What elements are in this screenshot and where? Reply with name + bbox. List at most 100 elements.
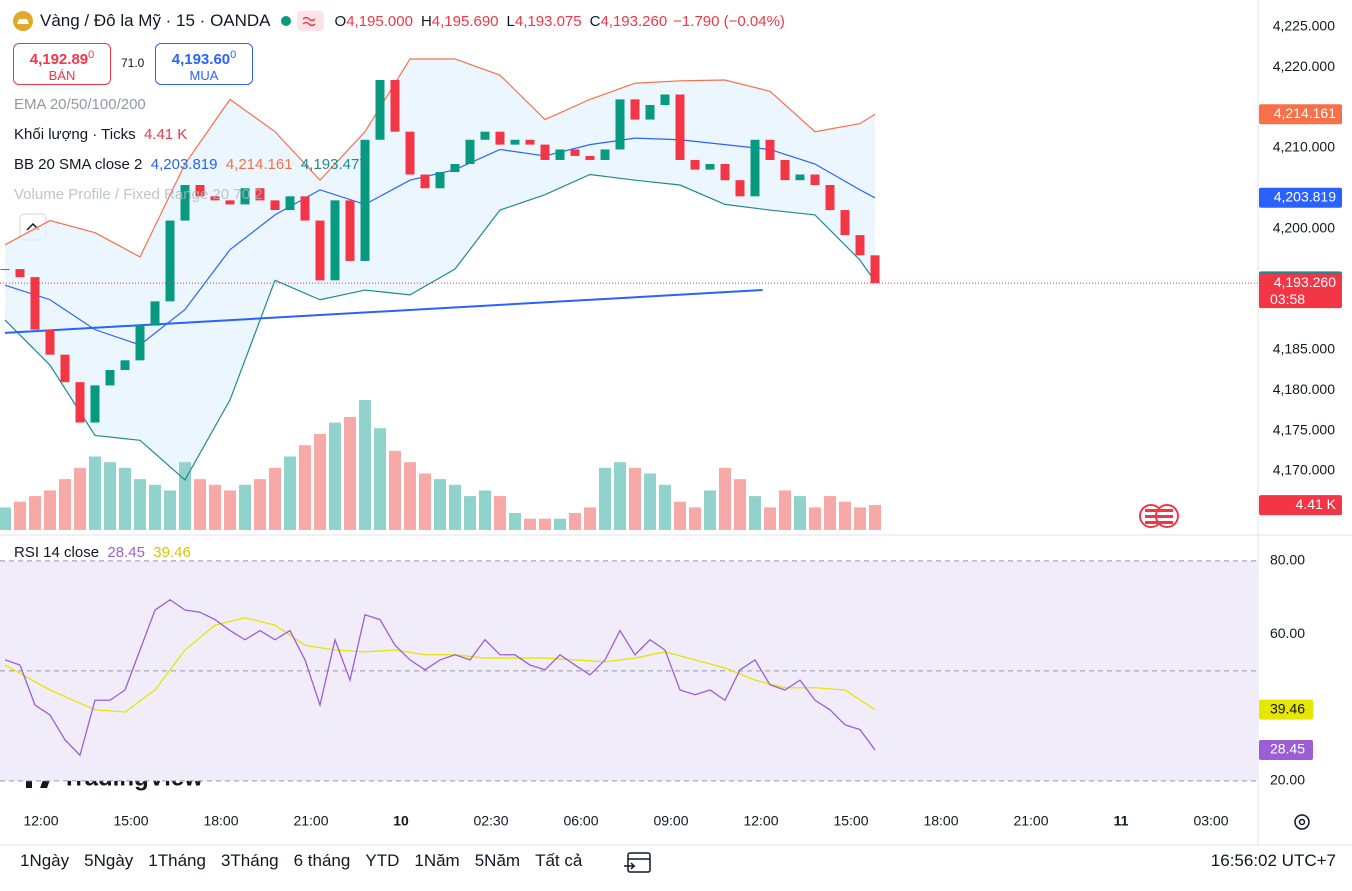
- change: −1.790 (−0.04%): [673, 12, 785, 30]
- bb-legend-title: BB 20 SMA close 2: [14, 156, 143, 173]
- candle: [510, 139, 520, 145]
- volume-bar: [389, 450, 401, 530]
- ohlc-item: O4,195.000: [335, 13, 413, 30]
- candle: [270, 200, 280, 211]
- volume-bar: [284, 456, 296, 530]
- volume-bar: [869, 505, 881, 530]
- volume-bar: [839, 501, 851, 530]
- range-button[interactable]: 1Tháng: [148, 851, 206, 870]
- buy-label: MUA: [189, 68, 219, 83]
- volume-bar: [479, 490, 491, 530]
- bb-lower: 4,193.477: [300, 156, 368, 173]
- candle: [435, 172, 445, 189]
- rsi-tick-label: 60.00: [1270, 625, 1305, 641]
- volume-bar: [239, 484, 251, 530]
- rsi-badge-label: 39.46: [1270, 700, 1305, 716]
- bb-basis: 4,203.819: [150, 156, 218, 173]
- x-tick-label: 09:00: [653, 813, 688, 829]
- candle: [360, 139, 370, 261]
- range-button[interactable]: 6 tháng: [293, 851, 351, 870]
- band-upper: [4, 58, 876, 258]
- candle: [780, 159, 790, 181]
- volume-bar: [749, 496, 761, 530]
- y-tick-label: 4,170.000: [1273, 462, 1335, 478]
- vp-legend: Volume Profile / Fixed Range 20 70 2: [14, 186, 263, 203]
- volume-bar: [119, 467, 131, 530]
- range-button[interactable]: 1Năm: [414, 851, 460, 870]
- candle: [315, 220, 325, 281]
- candle: [420, 174, 430, 189]
- candle: [90, 385, 100, 423]
- status-icons: [280, 11, 324, 31]
- candle: [495, 131, 505, 145]
- range-button[interactable]: Tất cả: [535, 851, 583, 870]
- ohlc-value: 4,195.690: [431, 12, 499, 30]
- rsi-tick-label: 20.00: [1270, 772, 1305, 788]
- volume-legend-value: 4.41 K: [143, 126, 188, 143]
- candle: [30, 277, 40, 330]
- candle: [180, 185, 190, 221]
- sell-price: 4,192.89: [29, 51, 89, 68]
- spread: 71.0: [121, 56, 145, 70]
- volume-bar: [689, 507, 701, 530]
- candle: [405, 131, 415, 175]
- buy-price: 4,193.60: [171, 51, 231, 68]
- rsi-band: [0, 560, 1258, 781]
- range-button[interactable]: 5Năm: [474, 851, 521, 870]
- range-button[interactable]: 5Ngày: [84, 851, 134, 870]
- volume-bar: [149, 484, 161, 530]
- range-button[interactable]: 3Tháng: [220, 851, 279, 870]
- ohlc: O4,195.000 H4,195.690 L4,193.075 C4,193.260: [335, 13, 668, 30]
- settings-icon[interactable]: [1294, 814, 1310, 830]
- volume-bar: [629, 467, 641, 530]
- candle: [705, 164, 715, 170]
- candle: [480, 131, 490, 140]
- candle: [450, 164, 460, 173]
- buy-price-small: 0: [230, 49, 237, 61]
- buy-button[interactable]: 4,193.600 MUA: [155, 43, 253, 85]
- range-button[interactable]: YTD: [365, 851, 400, 870]
- candle: [570, 149, 580, 156]
- candle: [750, 139, 760, 197]
- y-tick-label: 4,225.000: [1273, 17, 1335, 33]
- x-tick-label: 02:30: [473, 813, 508, 829]
- x-tick-label: 12:00: [23, 813, 58, 829]
- calendar-icon[interactable]: [624, 852, 651, 873]
- volume-bar: [434, 479, 446, 530]
- ohlc-item: C4,193.260: [590, 13, 668, 30]
- volume-bar: [734, 479, 746, 530]
- rsi-badge: [1259, 739, 1313, 760]
- volume-bar: [74, 467, 86, 530]
- x-tick-label: 21:00: [293, 813, 328, 829]
- volume-bar: [374, 428, 386, 530]
- rsi-legend: RSI 14 close 28.45 39.46: [14, 544, 191, 561]
- volume-bar: [329, 422, 341, 530]
- ohlc-key: L: [506, 12, 515, 30]
- range-button[interactable]: 1Ngày: [20, 851, 70, 870]
- volume-bar: [134, 479, 146, 530]
- x-tick-label: 03:00: [1193, 813, 1228, 829]
- rsi-ma-legend-value: 39.46: [153, 544, 191, 561]
- candle: [795, 174, 805, 181]
- candle: [645, 105, 655, 120]
- x-tick-label: 18:00: [203, 813, 238, 829]
- price-badge-label: 4,203.819: [1274, 188, 1336, 204]
- sell-label: BÁN: [48, 68, 76, 83]
- sell-button[interactable]: 4,192.890 BÁN: [13, 43, 111, 85]
- volume-bar: [494, 496, 506, 530]
- volume-bar: [359, 400, 371, 530]
- ohlc-value: 4,193.075: [514, 12, 582, 30]
- y-tick-label: 4,210.000: [1273, 139, 1335, 155]
- candle: [345, 200, 355, 261]
- candle: [210, 196, 220, 201]
- volume-bar: [854, 507, 866, 530]
- candle: [540, 144, 550, 160]
- candle: [870, 255, 880, 284]
- x-tick-label: 12:00: [743, 813, 778, 829]
- volume-bar: [584, 507, 596, 530]
- candle: [555, 149, 565, 160]
- volume-bar: [179, 462, 191, 530]
- candle: [720, 164, 730, 181]
- trendline: [4, 289, 763, 334]
- volume-bar: [599, 467, 611, 530]
